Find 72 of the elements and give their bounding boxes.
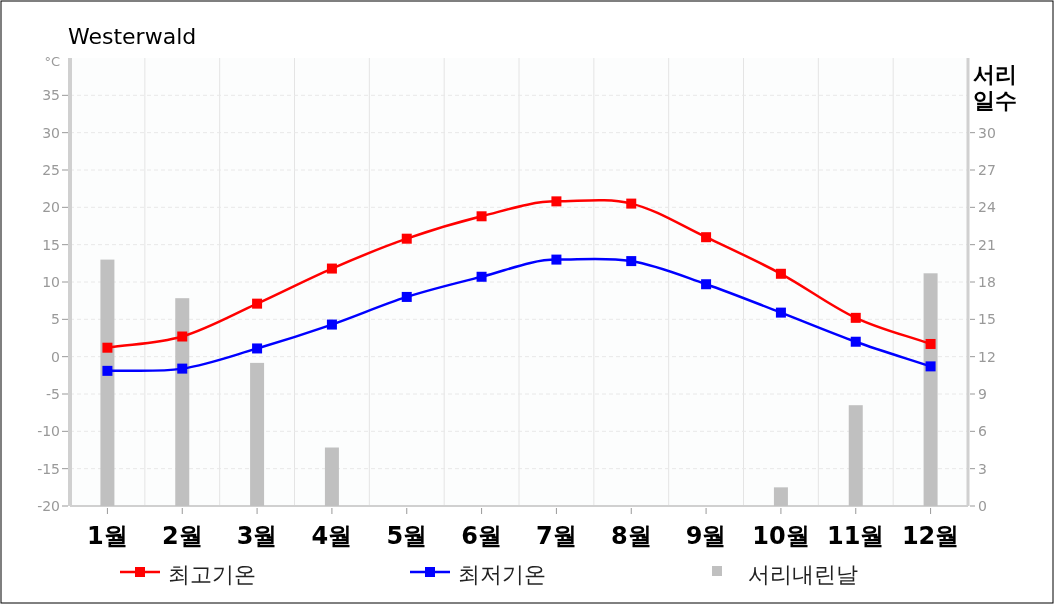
y2-tick-label: 21 xyxy=(978,236,996,253)
y-tick-label: 0 xyxy=(51,348,60,365)
y2-tick-label: 30 xyxy=(978,124,996,141)
x-tick-label: 1월 xyxy=(87,522,128,550)
point xyxy=(177,331,188,342)
x-tick-label: 4월 xyxy=(311,522,353,550)
y2-tick-label: 6 xyxy=(978,423,987,440)
point xyxy=(177,363,188,374)
y2-tick-label: 24 xyxy=(978,199,996,216)
x-tick-label: 3월 xyxy=(236,522,278,550)
y-axis-title: °C xyxy=(44,54,60,69)
point xyxy=(850,336,861,347)
x-tick-label: 12월 xyxy=(901,522,960,550)
y-tick-label: -10 xyxy=(37,423,60,440)
y2-tick-label: 12 xyxy=(978,348,996,365)
y2-tick-label: 3 xyxy=(978,460,987,477)
bar xyxy=(250,362,265,506)
x-tick-label: 8월 xyxy=(610,522,652,550)
point xyxy=(476,211,487,222)
point xyxy=(476,271,487,282)
point xyxy=(775,268,786,279)
point xyxy=(551,196,562,207)
bar xyxy=(324,447,339,506)
point xyxy=(626,198,637,209)
y-tick-label: 20 xyxy=(42,199,60,216)
point xyxy=(925,361,936,372)
legend-label: 최고기온 xyxy=(168,562,256,587)
y-tick-label: 10 xyxy=(42,274,60,290)
y-tick-label: -5 xyxy=(46,386,60,402)
chart-title: Westerwald xyxy=(68,24,197,49)
point xyxy=(551,254,562,265)
point xyxy=(925,338,936,349)
bar xyxy=(100,259,115,506)
point xyxy=(326,263,337,274)
x-tick-label: 10월 xyxy=(752,522,810,550)
x-tick-label: 2월 xyxy=(161,522,203,550)
point xyxy=(701,279,712,290)
point xyxy=(401,233,412,244)
point xyxy=(252,343,263,354)
x-tick-label: 6월 xyxy=(461,522,502,550)
x-tick-label: 11월 xyxy=(827,522,885,550)
x-tick-label: 7월 xyxy=(536,522,577,550)
y-tick-label: 15 xyxy=(42,236,60,253)
point xyxy=(775,307,786,318)
bar xyxy=(923,273,938,506)
x-tick-label: 5월 xyxy=(386,522,428,550)
y-tick-label: 35 xyxy=(42,87,60,104)
legend-label: 최저기온 xyxy=(458,562,546,587)
y-tick-label: 5 xyxy=(51,311,60,328)
y2-axis-title: 서리 일수 xyxy=(973,62,1017,113)
y2-tick-label: 9 xyxy=(978,386,987,402)
bar xyxy=(773,487,788,506)
point xyxy=(701,232,712,243)
point xyxy=(252,298,263,309)
point xyxy=(102,365,113,376)
bar xyxy=(848,405,863,506)
point xyxy=(626,256,637,267)
point xyxy=(850,312,861,323)
point xyxy=(326,319,337,330)
legend-label: 서리내린날 xyxy=(748,562,858,587)
y-tick-label: 30 xyxy=(42,124,60,141)
point xyxy=(401,291,412,302)
y2-tick-label: 18 xyxy=(978,274,996,290)
bar xyxy=(175,298,190,506)
y2-tick-label: 27 xyxy=(978,162,996,178)
x-tick-label: 9월 xyxy=(685,522,727,550)
point xyxy=(102,342,113,353)
y2-tick-label: 0 xyxy=(978,498,987,514)
y-tick-label: -20 xyxy=(37,498,60,514)
y-tick-label: 25 xyxy=(42,162,60,178)
y-tick-label: -15 xyxy=(37,460,60,477)
y2-tick-label: 15 xyxy=(978,311,996,328)
